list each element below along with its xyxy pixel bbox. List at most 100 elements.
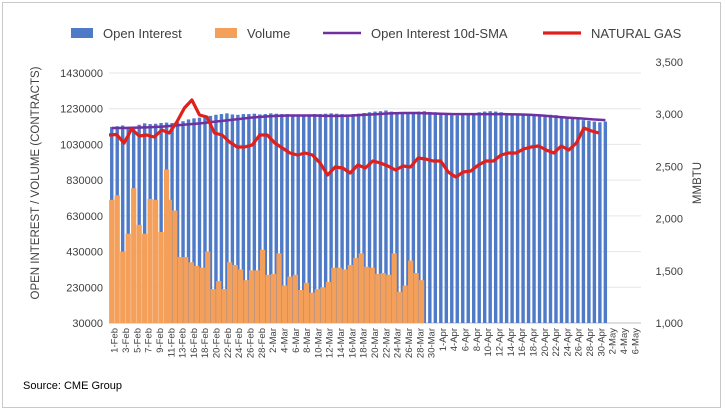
x-tick-label: 20-Feb: [212, 328, 223, 358]
volume-bar: [248, 270, 255, 323]
x-tick-label: 6-Mar: [291, 328, 302, 353]
left-tick-label: 30000: [72, 318, 103, 330]
volume-bar: [131, 188, 137, 323]
open-interest-bar: [247, 114, 251, 323]
x-tick-label: 9-Feb: [155, 328, 166, 353]
open-interest-bar: [137, 124, 141, 324]
volume-bar: [369, 267, 375, 323]
volume-bar: [281, 285, 288, 323]
volume-bar: [309, 292, 315, 323]
volume-bar: [183, 256, 189, 323]
x-tick-label: 2-Mar: [268, 328, 279, 353]
x-tick-label: 4-May: [619, 328, 630, 355]
open-interest-bar: [345, 114, 350, 323]
volume-bar: [221, 289, 227, 323]
open-interest-bar: [603, 121, 608, 323]
right-tick-label: 3,500: [655, 57, 683, 69]
volume-bar: [380, 273, 386, 323]
open-interest-bar: [192, 118, 196, 323]
x-tick-label: 7-Feb: [144, 328, 155, 353]
volume-bar: [158, 231, 164, 323]
open-interest-bar: [203, 116, 207, 323]
open-interest-bar: [323, 113, 328, 323]
volume-bar: [353, 257, 359, 323]
open-interest-bar: [318, 114, 322, 323]
legend-item: NATURAL GAS: [543, 26, 682, 41]
volume-bar: [386, 274, 392, 323]
chart: 1430000 1230000 1030000 830000 630000 430000 2…: [30, 26, 704, 358]
open-interest-bar: [592, 121, 597, 323]
open-interest-bar: [576, 119, 580, 323]
open-interest-bar: [121, 125, 125, 323]
volume-bar: [153, 199, 159, 323]
volume-bar: [205, 251, 211, 323]
volume-bar: [147, 198, 153, 323]
volume-bar: [287, 276, 293, 323]
open-interest-bar: [274, 113, 278, 323]
open-interest-bar: [142, 123, 147, 323]
volume-bar: [375, 273, 381, 323]
legend-item: Open Interest: [71, 26, 182, 41]
volume-bar: [298, 289, 304, 323]
open-interest-bar: [175, 122, 180, 324]
x-tick-label: 1-Apr: [438, 328, 449, 351]
x-tick-label: 24-Feb: [234, 328, 245, 358]
open-interest-bar: [280, 114, 284, 323]
open-interest-bar: [367, 112, 372, 324]
left-tick-label: 1230000: [60, 104, 103, 116]
x-tick-label: 28-Feb: [257, 328, 268, 358]
volume-bar: [364, 266, 370, 323]
open-interest-bar: [334, 113, 339, 323]
chart-frame: 1430000 1230000 1030000 830000 630000 430000 2…: [2, 2, 721, 408]
x-tick-label: 8-Apr: [472, 328, 483, 351]
volume-bar: [227, 262, 233, 323]
open-interest-bar: [252, 113, 257, 323]
x-tick-label: 1-Feb: [110, 328, 121, 353]
open-interest-bar: [181, 121, 185, 323]
open-interest-bar: [269, 113, 273, 323]
open-interest-bar: [406, 112, 410, 324]
open-interest-bar: [225, 113, 229, 323]
volume-bar: [254, 270, 260, 323]
right-tick-label: 2,500: [655, 161, 683, 173]
volume-bar: [199, 267, 205, 323]
open-interest-bar: [214, 114, 218, 324]
open-interest-bar: [329, 113, 333, 323]
open-interest-bar: [170, 123, 174, 323]
open-interest-10d-sma-line: [111, 111, 606, 130]
right-tick-label: 3,000: [655, 109, 683, 121]
x-tick-label: 22-Mar: [381, 328, 392, 358]
legend-item: Volume: [215, 26, 290, 41]
x-tick-label: 20-Apr: [540, 328, 551, 357]
open-interest-bar: [570, 118, 575, 323]
volume-bar: [194, 265, 200, 323]
volume-bar: [397, 291, 403, 323]
volume-bar: [402, 285, 408, 323]
x-tick-label: 6-Apr: [461, 328, 472, 351]
x-tick-label: 24-Mar: [393, 328, 404, 358]
open-interest-bar: [554, 115, 558, 324]
source-note: Source: CME Group: [23, 380, 123, 392]
left-tick-label: 430000: [66, 247, 103, 259]
volume-bar: [210, 289, 216, 323]
left-tick-label: 1030000: [60, 139, 103, 151]
open-interest-bar: [340, 114, 344, 323]
natural-gas-line: [108, 98, 600, 179]
volume-bar: [172, 210, 178, 323]
left-tick-label: 630000: [66, 211, 103, 223]
open-interest-bar: [450, 115, 454, 324]
x-tick-label: 26-Apr: [574, 328, 585, 357]
x-tick-label: 12-Apr: [495, 328, 506, 357]
volume-bar: [163, 169, 170, 323]
left-axis-ticks: 1430000 1230000 1030000 830000 630000 430000 2…: [60, 68, 103, 330]
legend-label: NATURAL GAS: [591, 26, 682, 41]
open-interest-bar: [378, 111, 383, 323]
x-tick-label: 2-May: [608, 328, 619, 355]
open-interest-bar: [510, 113, 514, 323]
volume-bar: [408, 260, 414, 323]
x-tick-label: 4-Mar: [279, 328, 290, 353]
volume-bar: [188, 262, 194, 323]
open-interest-bar: [521, 114, 525, 323]
open-interest-bar: [428, 111, 432, 323]
volume-bar: [232, 264, 238, 323]
